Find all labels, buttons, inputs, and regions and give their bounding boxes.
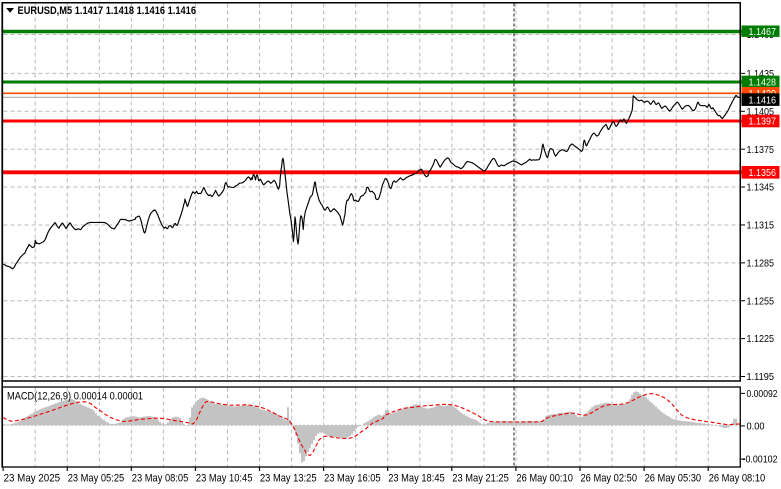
svg-text:23 May 18:45: 23 May 18:45: [388, 473, 445, 485]
svg-text:1.1375: 1.1375: [747, 145, 775, 156]
svg-text:23 May 16:05: 23 May 16:05: [324, 473, 381, 485]
svg-text:1.1467: 1.1467: [749, 27, 777, 38]
svg-text:23 May 05:25: 23 May 05:25: [68, 473, 125, 485]
svg-text:1.1255: 1.1255: [747, 296, 775, 307]
svg-text:MACD(12,26,9) 0.00014 0.00001: MACD(12,26,9) 0.00014 0.00001: [7, 391, 143, 403]
svg-text:26 May 02:50: 26 May 02:50: [581, 473, 638, 485]
svg-text:1.1428: 1.1428: [749, 78, 777, 89]
svg-text:26 May 00:10: 26 May 00:10: [516, 473, 573, 485]
svg-text:1.1225: 1.1225: [747, 334, 775, 345]
svg-text:23 May 08:05: 23 May 08:05: [132, 473, 189, 485]
svg-text:23 May 2025: 23 May 2025: [4, 473, 61, 485]
svg-text:1.1435: 1.1435: [747, 69, 775, 80]
svg-text:1.1356: 1.1356: [749, 168, 777, 179]
svg-text:1.1416: 1.1416: [749, 95, 777, 106]
svg-text:EURUSD,M5 1.1417 1.1418 1.141: EURUSD,M5 1.1417 1.1418 1.1416 1.1416: [18, 5, 197, 17]
svg-text:1.1315: 1.1315: [747, 221, 775, 232]
svg-text:1.1405: 1.1405: [747, 107, 775, 118]
svg-text:23 May 21:25: 23 May 21:25: [452, 473, 509, 485]
svg-text:26 May 08:10: 26 May 08:10: [709, 473, 766, 485]
svg-text:23 May 10:45: 23 May 10:45: [196, 473, 253, 485]
svg-text:0.00092: 0.00092: [747, 389, 778, 400]
svg-text:1.1285: 1.1285: [747, 258, 775, 269]
svg-text:1.1195: 1.1195: [747, 372, 775, 383]
svg-text:-0.00102: -0.00102: [743, 455, 778, 466]
svg-text:23 May 13:25: 23 May 13:25: [260, 473, 317, 485]
svg-text:26 May 05:30: 26 May 05:30: [645, 473, 702, 485]
svg-text:1.1397: 1.1397: [749, 117, 777, 128]
svg-text:0.00: 0.00: [747, 422, 765, 433]
svg-text:1.1345: 1.1345: [747, 183, 775, 194]
